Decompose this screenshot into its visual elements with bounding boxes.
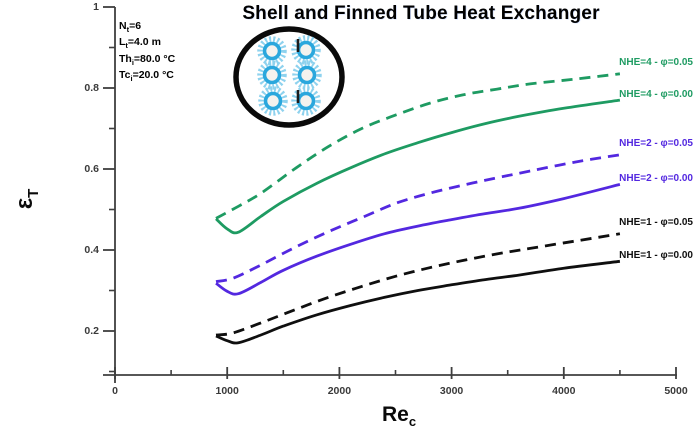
annotation-line-2: Thi=80.0 °C xyxy=(119,52,176,67)
shell-circle xyxy=(233,26,345,128)
x-tick-label: 4000 xyxy=(552,385,576,397)
x-axis-title: Rec xyxy=(344,403,454,429)
y-axis-title-base: ε xyxy=(11,197,38,210)
annotation-line-0: Nt=6 xyxy=(119,20,142,35)
series-line-5 xyxy=(215,259,621,345)
finned-tube-fins-3 xyxy=(292,60,322,90)
x-axis-title-sub: c xyxy=(408,414,417,430)
finned-tube-1 xyxy=(296,40,316,60)
shell-cross-section-inset xyxy=(233,26,345,128)
finned-tube-fins-4 xyxy=(258,86,288,116)
finned-tube-fins-2 xyxy=(257,60,287,90)
series-line-3 xyxy=(215,183,621,296)
y-tick-label: 0.4 xyxy=(84,244,99,256)
series-line-0 xyxy=(215,72,621,220)
y-tick-label: 0.2 xyxy=(84,325,99,337)
finned-tube-fins-5 xyxy=(291,86,321,116)
y-tick-label: 1 xyxy=(93,1,99,13)
finned-tube-3 xyxy=(297,65,317,85)
finned-tube-fins-1 xyxy=(291,35,321,65)
legend-label-4: NHE=1 - φ=0.05 xyxy=(619,216,693,228)
finned-tube-fins-0 xyxy=(257,36,287,66)
chart-title: Shell and Finned Tube Heat Exchanger xyxy=(242,3,600,24)
annotation-line-3: Tci=20.0 °C xyxy=(119,68,174,83)
x-tick-label: 3000 xyxy=(439,385,464,397)
legend-label-5: NHE=1 - φ=0.00 xyxy=(619,250,693,262)
y-axis-title: εT xyxy=(11,169,42,229)
legend-label-1: NHE=4 - φ=0.00 xyxy=(619,89,693,101)
legend-label-0: NHE=4 - φ=0.05 xyxy=(619,56,693,68)
series-line-1 xyxy=(215,98,621,235)
x-axis-title-base: Re xyxy=(381,403,409,426)
x-tick-label: 2000 xyxy=(327,385,352,397)
finned-tube-4 xyxy=(263,91,283,111)
legend-label-2: NHE=2 - φ=0.05 xyxy=(619,137,693,149)
finned-tube-5 xyxy=(296,91,316,111)
y-tick-label: 0.8 xyxy=(84,82,99,94)
parameter-annotation-block: Nt=6 Lt=4.0 m Thi=80.0 °C Tci=20.0 °C xyxy=(119,20,175,85)
x-tick-label: 5000 xyxy=(664,385,688,397)
x-tick-label: 1000 xyxy=(215,385,239,397)
legend-label-3: NHE=2 - φ=0.00 xyxy=(619,173,693,185)
finned-tube-0 xyxy=(262,41,282,61)
y-axis-title-sub: T xyxy=(24,188,42,198)
series-line-4 xyxy=(215,232,621,337)
annotation-line-1: Lt=4.0 m xyxy=(119,36,161,51)
finned-tube-2 xyxy=(262,65,282,85)
y-tick-label: 0.6 xyxy=(84,163,99,175)
x-tick-label: 0 xyxy=(112,385,118,397)
series-line-2 xyxy=(215,153,621,283)
